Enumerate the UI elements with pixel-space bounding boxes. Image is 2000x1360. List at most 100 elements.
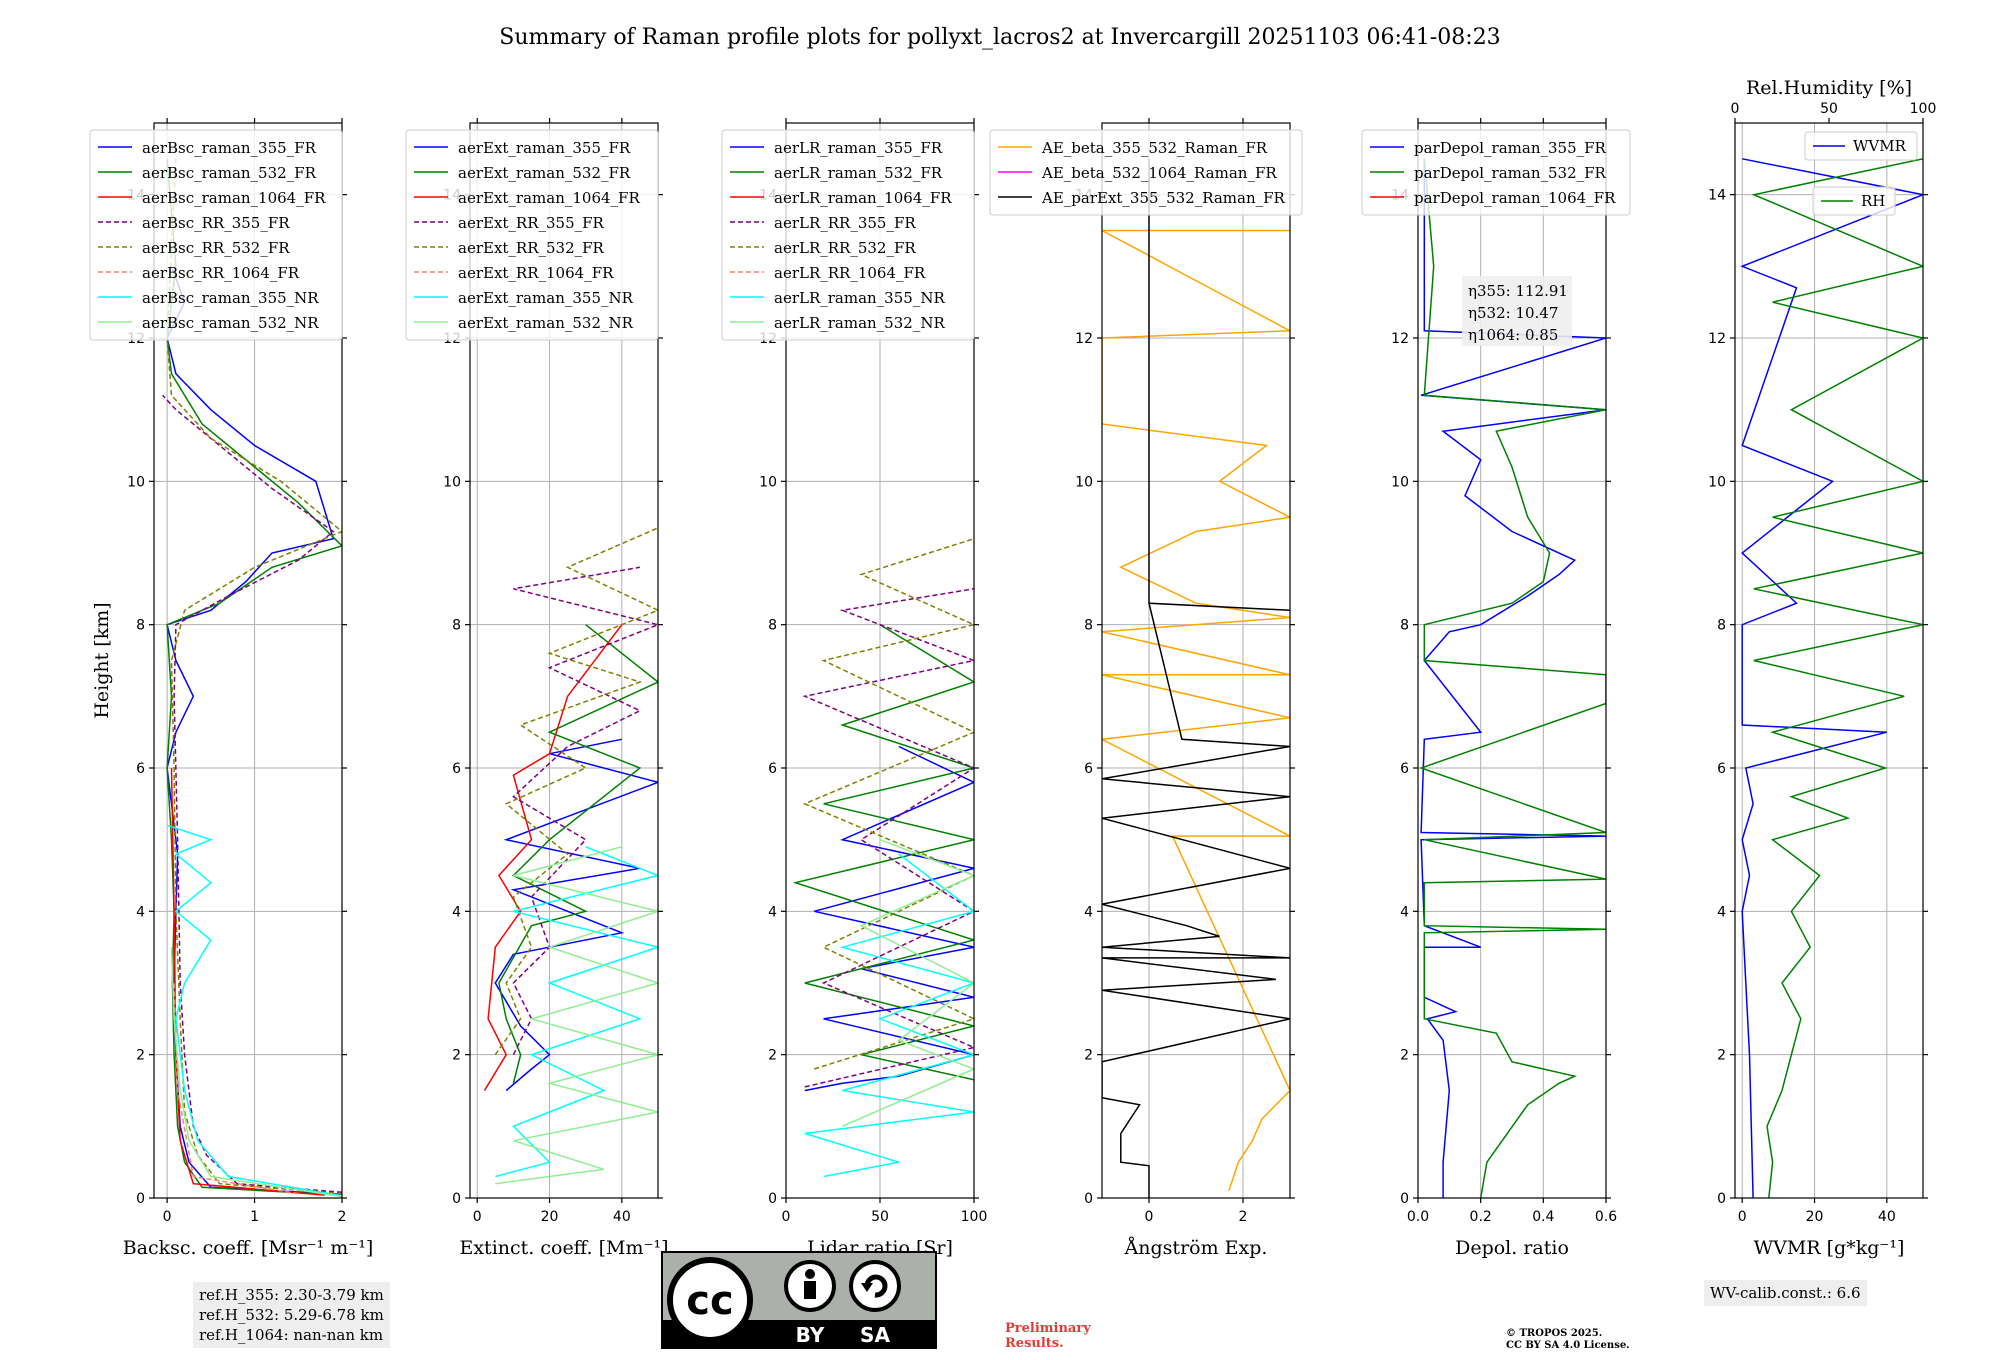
panel-wvmr: 024681012140 20 400 50 100Rel.Humidity [%]WV… — [1708, 77, 1936, 1259]
by-label: BY — [796, 1323, 825, 1347]
y-tick-label: 2 — [768, 1048, 777, 1064]
y-tick-label: 0 — [1084, 1191, 1093, 1207]
legend-label-aerBsc_raman_355_NR: aerBsc_raman_355_NR — [142, 289, 319, 307]
legend-label-aerExt_RR_1064_FR: aerExt_RR_1064_FR — [458, 264, 614, 282]
eta-annotation-eta355: η355: 112.91 — [1468, 282, 1568, 300]
panel-angstrom: 0246810121402Ångström Exp.AE_beta_355_53… — [990, 118, 1302, 1259]
legend-label-aerBsc_raman_532_NR: aerBsc_raman_532_NR — [142, 314, 319, 332]
x-tick-label: 0 — [1145, 1209, 1154, 1225]
y-tick-label: 4 — [452, 904, 461, 920]
y-tick-label: 12 — [1391, 331, 1409, 347]
panel-frame — [1102, 123, 1290, 1198]
y-tick-label: 4 — [768, 904, 777, 920]
preliminary-results-note: Preliminary Results. — [1005, 1321, 1091, 1351]
y-tick-label: 8 — [1717, 618, 1726, 634]
x-tick-label: 0 — [163, 1209, 172, 1225]
x-tick-label: 20 — [541, 1209, 559, 1225]
ref-height-532: ref.H_532: 5.29-6.78 km — [199, 1305, 384, 1325]
y-tick-label: 0 — [1717, 1191, 1726, 1207]
y-tick-label: 12 — [1708, 331, 1726, 347]
x-tick-label: 0 — [782, 1209, 791, 1225]
legend-label-aerBsc_raman_532_FR: aerBsc_raman_532_FR — [142, 164, 317, 182]
x-tick-label: 40 — [613, 1209, 631, 1225]
y-tick-label: 6 — [1400, 761, 1409, 777]
person-head-icon — [805, 1269, 815, 1279]
legend-label-aerExt_raman_355_FR: aerExt_raman_355_FR — [458, 139, 631, 157]
y-tick-label: 0 — [452, 1191, 461, 1207]
copyright-line-2: CC BY SA 4.0 License. — [1506, 1340, 1630, 1352]
y-tick-label: 0 — [768, 1191, 777, 1207]
legend-label-aerExt_RR_532_FR: aerExt_RR_532_FR — [458, 239, 605, 257]
y-tick-label: 12 — [1075, 331, 1093, 347]
y-tick-label: 10 — [127, 474, 145, 490]
series-line-aerExt_raman_355_NR — [495, 847, 658, 1177]
legend-label-aerBsc_RR_1064_FR: aerBsc_RR_1064_FR — [142, 264, 300, 282]
legend-label-AE_parExt_355_532_Raman_FR: AE_parExt_355_532_Raman_FR — [1041, 189, 1286, 207]
cc-by-sa-license-badge: cc BY SA — [662, 1252, 936, 1348]
eta-annotation-eta532: η532: 10.47 — [1468, 304, 1558, 322]
legend-label-aerLR_RR_1064_FR: aerLR_RR_1064_FR — [774, 264, 926, 282]
y-tick-label: 4 — [1084, 904, 1093, 920]
eta-annotation-eta1064: η1064: 0.85 — [1468, 326, 1558, 344]
y-tick-label: 0 — [136, 1191, 145, 1207]
wv-calibration-box: WV-calib.const.: 6.6 — [1704, 1280, 1867, 1306]
legend-label-aerLR_raman_532_NR: aerLR_raman_532_NR — [774, 314, 945, 332]
copyright-line-1: © TROPOS 2025. — [1506, 1328, 1630, 1340]
y-tick-label: 8 — [136, 618, 145, 634]
y-tick-label: 8 — [452, 618, 461, 634]
legend-label-RH: RH — [1861, 192, 1885, 210]
copyright-note: © TROPOS 2025. CC BY SA 4.0 License. — [1506, 1328, 1630, 1352]
legend-label-parDepol_raman_532_FR: parDepol_raman_532_FR — [1414, 164, 1607, 182]
series-line-aerExt_raman_1064_FR — [485, 625, 622, 1091]
panel-backscatter: 02468101214012Backsc. coeff. [Msr⁻¹ m⁻¹]… — [90, 118, 373, 1259]
cc-logo-text: cc — [686, 1278, 733, 1324]
y-tick-label: 8 — [1084, 618, 1093, 634]
y-tick-label: 4 — [1717, 904, 1726, 920]
y-tick-label: 10 — [759, 474, 777, 490]
y-tick-label: 2 — [1400, 1048, 1409, 1064]
y-tick-label: 0 — [1400, 1191, 1409, 1207]
x-axis-label: Extinct. coeff. [Mm⁻¹] — [459, 1237, 668, 1259]
legend-label-parDepol_raman_355_FR: parDepol_raman_355_FR — [1414, 139, 1607, 157]
y-tick-label: 2 — [452, 1048, 461, 1064]
top-x-tick-label: 100 — [1910, 101, 1937, 117]
x-tick-label: 0 — [473, 1209, 482, 1225]
wv-calib-const: WV-calib.const.: 6.6 — [1710, 1283, 1861, 1303]
y-tick-label: 10 — [1075, 474, 1093, 490]
reference-height-box: ref.H_355: 2.30-3.79 km ref.H_532: 5.29-… — [193, 1282, 390, 1348]
y-tick-label: 6 — [136, 761, 145, 777]
x-axis-label: Backsc. coeff. [Msr⁻¹ m⁻¹] — [123, 1237, 374, 1259]
x-tick-label: 0 — [1738, 1209, 1747, 1225]
figure: Summary of Raman profile plots for polly… — [0, 0, 2000, 1360]
legend-label-aerLR_RR_532_FR: aerLR_RR_532_FR — [774, 239, 916, 257]
x-axis-label: WVMR [g*kg⁻¹] — [1754, 1237, 1905, 1259]
y-tick-label: 10 — [1391, 474, 1409, 490]
legend-label-aerExt_raman_532_FR: aerExt_raman_532_FR — [458, 164, 631, 182]
y-tick-label: 2 — [136, 1048, 145, 1064]
legend-label-AE_beta_532_1064_Raman_FR: AE_beta_532_1064_Raman_FR — [1041, 164, 1277, 182]
legend-label-aerExt_raman_1064_FR: aerExt_raman_1064_FR — [458, 189, 640, 207]
legend-label-parDepol_raman_1064_FR: parDepol_raman_1064_FR — [1414, 189, 1616, 207]
x-axis-label: Depol. ratio — [1455, 1237, 1569, 1259]
x-axis-label: Ångström Exp. — [1124, 1237, 1268, 1259]
top-x-axis-label: Rel.Humidity [%] — [1746, 77, 1912, 99]
y-tick-label: 14 — [1708, 188, 1726, 204]
legend-label-aerLR_raman_1064_FR: aerLR_raman_1064_FR — [774, 189, 952, 207]
legend-label-aerBsc_RR_355_FR: aerBsc_RR_355_FR — [142, 214, 290, 232]
series-group — [1742, 159, 1923, 1198]
series-group — [795, 539, 974, 1177]
y-tick-label: 6 — [1717, 761, 1726, 777]
top-x-tick-label: 50 — [1820, 101, 1838, 117]
series-line-AE_beta_355_532_Raman_FR — [1102, 231, 1290, 1191]
legend-box — [722, 130, 974, 340]
legend-label-aerLR_raman_355_NR: aerLR_raman_355_NR — [774, 289, 945, 307]
legend-label-aerBsc_raman_1064_FR: aerBsc_raman_1064_FR — [142, 189, 326, 207]
legend-box — [90, 130, 342, 340]
series-group — [485, 528, 659, 1184]
y-tick-label: 10 — [1708, 474, 1726, 490]
y-tick-label: 4 — [1400, 904, 1409, 920]
x-tick-label: 2 — [1239, 1209, 1248, 1225]
legend-label-aerBsc_RR_532_FR: aerBsc_RR_532_FR — [142, 239, 290, 257]
ref-height-1064: ref.H_1064: nan-nan km — [199, 1325, 384, 1345]
